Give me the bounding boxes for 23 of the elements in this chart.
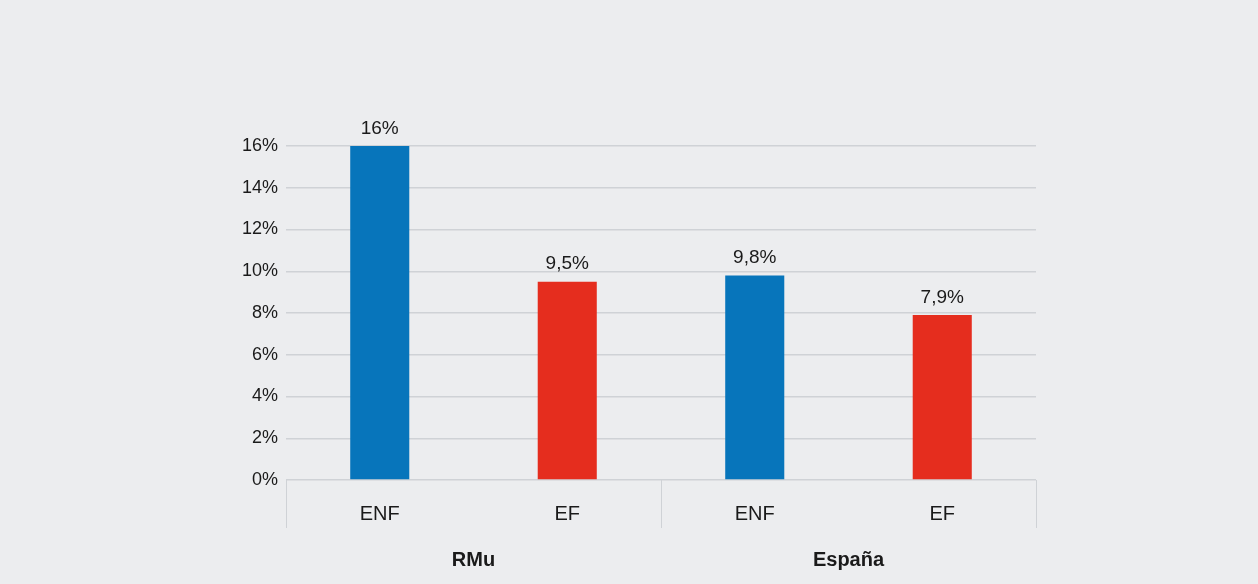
bar — [350, 146, 410, 480]
y-tick-label: 2% — [251, 427, 278, 448]
bar — [912, 315, 972, 480]
data-label: 9,5% — [545, 252, 590, 274]
y-tick-label: 12% — [241, 218, 278, 239]
y-tick-label: 14% — [241, 176, 278, 197]
series-label: ENF — [359, 501, 400, 524]
text: EF — [929, 501, 956, 524]
bar — [725, 275, 785, 480]
y-tick-label: 10% — [241, 260, 278, 281]
y-tick-label: 4% — [251, 385, 278, 406]
data-label: 9,8% — [733, 246, 777, 268]
y-tick-label: 0% — [251, 468, 278, 489]
y-tick-label: 8% — [251, 301, 278, 322]
data-label: 7,9% — [920, 285, 965, 307]
text: ENF — [734, 501, 775, 524]
y-tick-label: 16% — [241, 134, 278, 155]
data-label: 16% — [360, 116, 399, 138]
series-label: EF — [554, 501, 581, 524]
bar — [537, 281, 597, 480]
x-tick-label: España — [812, 547, 885, 570]
y-tick-label: 6% — [251, 343, 278, 364]
x-tick-label: RMu — [451, 547, 496, 570]
